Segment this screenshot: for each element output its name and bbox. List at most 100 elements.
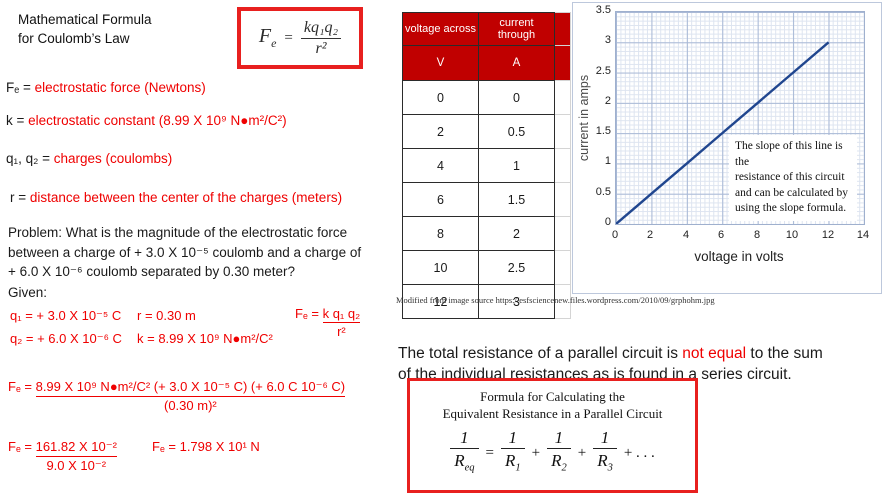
frac-numerator: 1	[460, 428, 469, 447]
cell-voltage: 10	[402, 250, 479, 285]
cell-voltage: 4	[402, 148, 479, 183]
frac-r1: 1 R1	[500, 429, 525, 477]
frac-denominator: R2	[547, 448, 571, 477]
r-symbol: R	[597, 451, 608, 470]
step2-lhs: Fₑ =	[8, 439, 36, 454]
x-axis-title: voltage in volts	[694, 249, 784, 264]
cell-current: 0	[478, 80, 555, 115]
y-tick: 2.5	[595, 65, 611, 77]
table-row: 6 1.5	[402, 182, 571, 217]
r-subscript: 3	[607, 462, 613, 474]
definition-term: r =	[10, 190, 30, 205]
coulomb-formula-box: Fe = kq₁q₂ r²	[237, 7, 363, 69]
table-units-row: V A	[402, 45, 571, 81]
r-subscript: 2	[561, 462, 567, 474]
table-sliver-cell	[554, 12, 571, 46]
step1-numerator: 8.99 X 10⁹ N●m²/C² (+ 3.0 X 10⁻⁵ C) (+ 6…	[35, 379, 346, 397]
step2-denominator: 9.0 X 10⁻²	[46, 458, 107, 473]
table-header-row: voltage across current through	[402, 12, 571, 46]
y-tick: 3	[604, 34, 611, 46]
x-tick: 10	[785, 229, 799, 241]
definition-description: electrostatic force (Newtons)	[34, 80, 206, 95]
col2-header: current through	[478, 12, 555, 46]
r-symbol: R	[504, 451, 516, 470]
parallel-box-title: Formula for Calculating the Equivalent R…	[442, 389, 663, 421]
step1-denominator: (0.30 m)²	[164, 398, 217, 413]
definition-k: k = electrostatic constant (8.99 X 10⁹ N…	[6, 113, 287, 128]
cell-current: 2	[478, 216, 555, 251]
table-sliver-cell	[554, 45, 571, 81]
r-symbol: R	[454, 451, 465, 470]
table-sliver-cell	[554, 114, 571, 149]
y-tick: 1.5	[595, 125, 611, 137]
given-label: Given:	[8, 285, 48, 300]
x-tick: 6	[717, 229, 725, 241]
table-sliver-cell	[554, 216, 571, 251]
y-tick: 1	[604, 155, 611, 167]
y-tick: 2	[604, 95, 611, 107]
slide-title: Mathematical Formula for Coulomb’s Law	[18, 12, 152, 46]
r-symbol: R	[551, 451, 562, 470]
problem-statement: Problem: What is the magnitude of the el…	[8, 225, 362, 279]
table-sliver-cell	[554, 148, 571, 183]
r-subscript: 1	[515, 462, 521, 474]
y-tick: 3.5	[595, 4, 611, 16]
fraction-denominator: r²	[315, 39, 327, 57]
given-formula-fraction: k q₁ q₂ r²	[322, 306, 361, 339]
x-tick: 2	[646, 229, 654, 241]
solution-final: Fₑ = 1.798 X 10¹ N	[152, 439, 260, 454]
col1-unit: V	[402, 45, 479, 81]
line-series-svg	[616, 41, 830, 224]
r-subscript: eq	[464, 462, 475, 474]
frac-req: 1 Req	[450, 428, 479, 477]
definition-description: charges (coulombs)	[53, 151, 173, 166]
definition-term: k =	[6, 113, 29, 128]
col1-header: voltage across	[402, 12, 479, 46]
parallel-formula: 1 Req = 1 R1 + 1 R2 + 1 R3 + . . .	[410, 429, 695, 477]
given-k: k = 8.99 X 10⁹ N●m²/C²	[137, 331, 273, 346]
given-formula-denominator: r²	[337, 324, 346, 339]
given-formula-lhs: Fₑ =	[295, 306, 323, 321]
solution-step2: Fₑ = 161.82 X 10⁻² 9.0 X 10⁻²	[8, 439, 117, 474]
frac-denominator: Req	[450, 448, 479, 477]
cell-current: 3	[478, 284, 555, 319]
equals-sign: =	[485, 444, 494, 461]
table-sliver-cell	[554, 80, 571, 115]
x-tick: 0	[611, 229, 619, 241]
solution-step1: Fₑ = 8.99 X 10⁹ N●m²/C² (+ 3.0 X 10⁻⁵ C)…	[8, 379, 346, 413]
x-tick: 12	[821, 229, 835, 241]
table-row: 12 3	[402, 284, 571, 319]
table-sliver-cell	[554, 250, 571, 285]
x-tick: 4	[682, 229, 690, 241]
y-tick: 0.5	[595, 186, 611, 198]
parallel-formula-box: Formula for Calculating the Equivalent R…	[407, 378, 698, 493]
cell-current: 2.5	[478, 250, 555, 285]
table-sliver-cell	[554, 182, 571, 217]
iv-line-chart: current in amps 3.5 3 2.5 2 1.5 1 0.5 0 …	[572, 2, 882, 294]
x-tick: 8	[753, 229, 761, 241]
ellipsis: + . . .	[623, 444, 655, 461]
col2-unit: A	[478, 45, 555, 81]
frac-r2: 1 R2	[547, 429, 571, 477]
step2-numerator: 161.82 X 10⁻²	[35, 439, 117, 457]
frac-denominator: R3	[593, 448, 617, 477]
parallel-resistance-paragraph: The total resistance of a parallel circu…	[398, 321, 884, 386]
cell-voltage: 0	[402, 80, 479, 115]
definition-fe: Fₑ = electrostatic force (Newtons)	[6, 80, 206, 95]
plus-sign: +	[577, 444, 587, 461]
cell-voltage: 8	[402, 216, 479, 251]
x-tick: 14	[856, 229, 870, 241]
slope-annotation: The slope of this line is the resistance…	[729, 135, 857, 221]
iv-line	[616, 41, 830, 224]
frac-denominator: R1	[500, 448, 525, 477]
cell-current: 1	[478, 148, 555, 183]
formula-F: F	[258, 25, 272, 47]
step1-fraction: 8.99 X 10⁹ N●m²/C² (+ 3.0 X 10⁻⁵ C) (+ 6…	[35, 379, 346, 413]
paragraph-part1: The total resistance of a parallel circu…	[398, 344, 683, 362]
paragraph-highlight: not equal	[682, 344, 747, 362]
